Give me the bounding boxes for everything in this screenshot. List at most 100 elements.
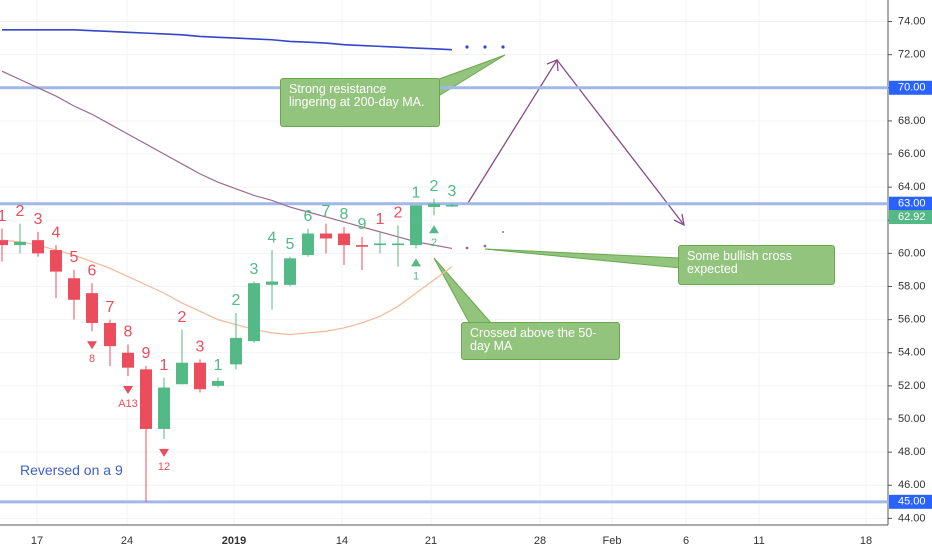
y-tick-label: 68.00 xyxy=(898,115,926,127)
y-tick-label: 52.00 xyxy=(898,380,926,392)
signal-marker xyxy=(159,448,169,457)
candle-body xyxy=(158,387,170,429)
candle-body xyxy=(410,205,422,246)
sequence-label: 7 xyxy=(106,299,115,316)
candle-body xyxy=(266,281,278,285)
callout: Crossed above the 50-day MA xyxy=(461,322,620,360)
candle-body xyxy=(14,241,26,246)
sequence-label: 1 xyxy=(376,211,385,228)
y-tick-label: 48.00 xyxy=(898,446,926,458)
y-tick-label: 50.00 xyxy=(898,413,926,425)
signal-marker xyxy=(411,258,421,267)
sequence-label: 2 xyxy=(431,237,437,249)
x-tick-label: 18 xyxy=(860,535,872,547)
moving-average xyxy=(1,70,453,250)
candle-body xyxy=(104,322,116,347)
x-tick-label: 6 xyxy=(683,535,689,547)
sequence-label: 5 xyxy=(70,249,79,266)
y-tick-label: 54.00 xyxy=(898,347,926,359)
candle-body xyxy=(0,240,8,246)
projection-dots xyxy=(465,45,505,49)
y-tick-label: 74.00 xyxy=(898,15,926,27)
sequence-label: 1 xyxy=(214,357,223,374)
x-tick-label: 2019 xyxy=(222,535,246,547)
sequence-label: 1 xyxy=(413,270,419,282)
x-tick-label: 14 xyxy=(336,535,348,547)
forecast-arrow xyxy=(467,58,685,227)
sequence-label: 1 xyxy=(160,357,169,374)
sequence-label: 3 xyxy=(250,261,259,278)
candle-body xyxy=(446,205,458,207)
y-tick-label: 60.00 xyxy=(898,247,926,259)
sequence-label: 1 xyxy=(412,185,421,202)
sequence-label: 3 xyxy=(196,339,205,356)
candle-body xyxy=(176,362,188,385)
price-tag xyxy=(889,196,932,211)
sequence-label: 7 xyxy=(322,203,331,220)
callout-pointer xyxy=(433,257,494,325)
sequence-label: 3 xyxy=(448,183,457,200)
price-tag xyxy=(889,494,932,509)
x-tick-label: 21 xyxy=(425,535,437,547)
candle-body xyxy=(32,240,44,254)
y-tick-label: 58.00 xyxy=(898,280,926,292)
sequence-label: 4 xyxy=(52,224,61,241)
overlay: 44.00 46.00 48.00 50.00 52.00 54.00 56.00 58.00… xyxy=(0,15,932,547)
projection-dots xyxy=(465,231,504,250)
price-tag-label: 70.00 xyxy=(898,82,926,94)
candle-body xyxy=(320,233,332,239)
annotation-text: Reversed on a 9 xyxy=(20,462,123,478)
moving-average xyxy=(1,239,453,336)
candle-body xyxy=(140,369,152,429)
candle-body xyxy=(284,258,296,285)
sequence-label: 2 xyxy=(178,309,187,326)
price-tag-label: 45.00 xyxy=(898,496,926,508)
sequence-label: 9 xyxy=(358,216,367,233)
signal-marker xyxy=(429,225,439,234)
sequence-label: 6 xyxy=(88,262,97,279)
sequence-label: 2 xyxy=(394,204,403,221)
sequence-label: A13 xyxy=(118,398,138,410)
x-tick-label: Feb xyxy=(603,535,622,547)
sequence-label: 2 xyxy=(232,292,241,309)
sequence-label: 8 xyxy=(89,353,95,365)
price-tag xyxy=(889,80,932,95)
sequence-label: 2 xyxy=(430,178,439,195)
sequence-label: 2 xyxy=(16,203,25,220)
candle-body xyxy=(50,250,62,272)
callout: Some bullish cross expected xyxy=(678,245,835,285)
y-tick-label: 72.00 xyxy=(898,49,926,61)
x-tick-label: 17 xyxy=(31,535,43,547)
candle-body xyxy=(428,203,440,208)
sequence-label: 6 xyxy=(304,208,313,225)
y-tick-label: 56.00 xyxy=(898,314,926,326)
candle-body xyxy=(374,243,386,246)
sequence-label: 8 xyxy=(124,324,133,341)
candle-body xyxy=(356,245,368,247)
candle-body xyxy=(338,233,350,246)
signal-marker xyxy=(87,341,97,350)
sequence-label: 12 xyxy=(158,461,170,473)
x-tick-label: 11 xyxy=(753,535,764,547)
y-tick-label: 46.00 xyxy=(898,479,926,491)
candle-body xyxy=(86,293,98,323)
sequence-label: 9 xyxy=(142,345,151,362)
x-tick-label: 28 xyxy=(534,535,546,547)
sequence-label: 4 xyxy=(268,229,277,246)
candle-body xyxy=(68,278,80,300)
candle-body xyxy=(122,352,134,368)
x-tick-label: 24 xyxy=(121,535,133,547)
y-tick-label: 44.00 xyxy=(898,512,926,524)
candle-body xyxy=(194,362,206,390)
last-price-label: 62.92 xyxy=(898,211,926,223)
price-tag xyxy=(889,210,932,225)
callout-pointer xyxy=(484,248,681,269)
y-tick-label: 66.00 xyxy=(898,148,926,160)
sequence-label: 8 xyxy=(340,206,349,223)
callout: Strong resistance lingering at 200-day M… xyxy=(280,78,440,127)
price-tag-label: 63.00 xyxy=(898,198,926,210)
sequence-label: 3 xyxy=(34,211,43,228)
sequence-label: 1 xyxy=(0,208,7,225)
